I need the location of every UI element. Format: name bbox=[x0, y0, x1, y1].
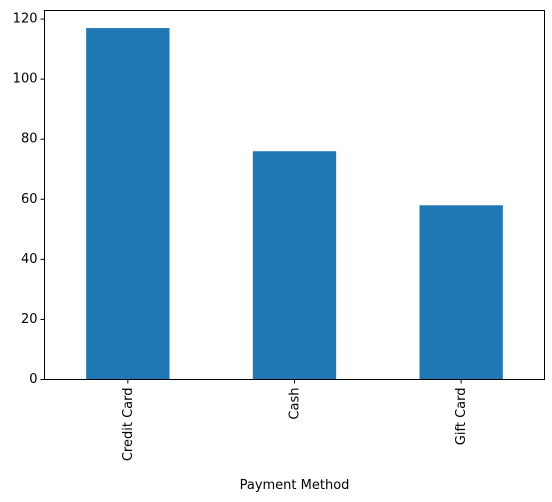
y-tick-label: 0 bbox=[29, 372, 37, 387]
bar-credit-card bbox=[86, 28, 170, 380]
x-axis: Credit Card Cash Gift Card bbox=[121, 379, 469, 462]
x-axis-label: Payment Method bbox=[240, 478, 350, 493]
y-tick-label: 60 bbox=[21, 192, 38, 207]
y-tick-label: 40 bbox=[21, 252, 38, 267]
x-tick-label-credit-card: Credit Card bbox=[121, 388, 136, 462]
x-tick-label-cash: Cash bbox=[288, 388, 303, 420]
y-tick-label: 120 bbox=[13, 12, 38, 27]
y-tick-label: 100 bbox=[13, 72, 38, 87]
bars-group bbox=[86, 28, 503, 380]
x-tick-label-gift-card: Gift Card bbox=[454, 387, 469, 445]
y-tick-label: 20 bbox=[21, 312, 38, 327]
bar-cash bbox=[252, 151, 337, 380]
plot-frame bbox=[44, 10, 545, 380]
bar-gift-card bbox=[419, 205, 503, 380]
y-tick-label: 80 bbox=[21, 132, 38, 147]
y-axis: 0 20 40 60 80 100 120 bbox=[13, 12, 45, 387]
